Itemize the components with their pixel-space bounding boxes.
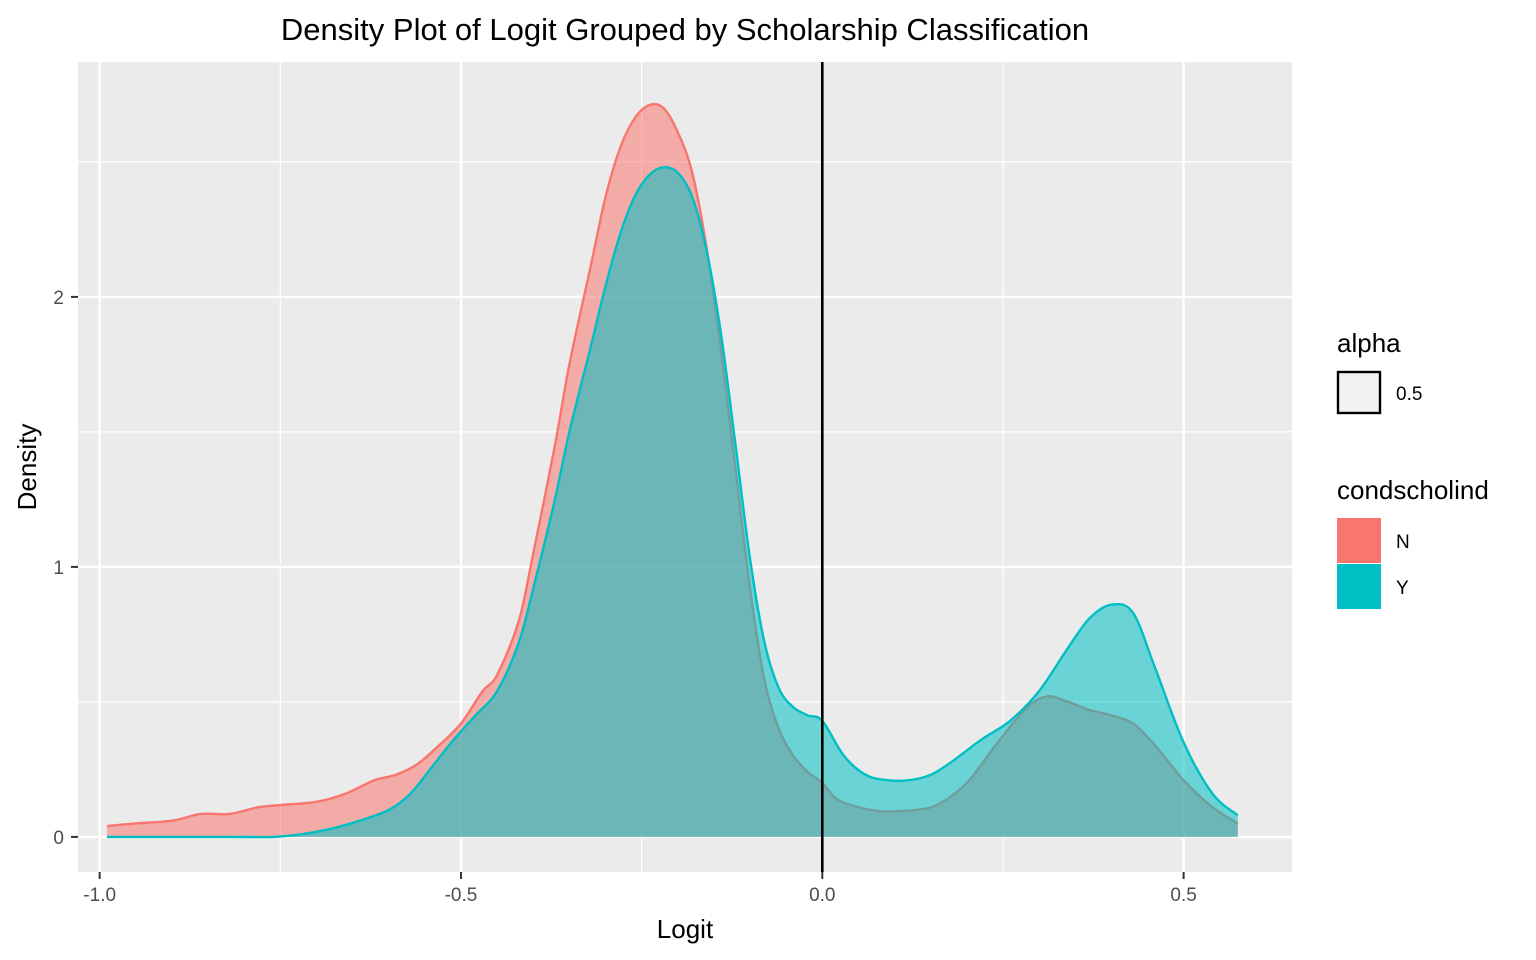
x-tick-label: -1.0 xyxy=(83,885,116,906)
x-tick-label: 0.0 xyxy=(809,885,835,906)
density-area-y xyxy=(106,167,1238,838)
x-tick-label: -0.5 xyxy=(445,885,478,906)
y-tick-label: 0 xyxy=(53,828,64,849)
legend-key-alpha xyxy=(1336,370,1382,415)
legend-title-condscholind: condscholind xyxy=(1337,475,1489,505)
y-axis: 0 1 2 xyxy=(53,288,78,849)
density-series xyxy=(106,102,1239,839)
y-tick-label: 1 xyxy=(53,558,64,579)
density-line-y xyxy=(106,166,1239,839)
chart-title: Density Plot of Logit Grouped by Scholar… xyxy=(281,12,1089,47)
x-tick-label: 0.5 xyxy=(1170,885,1196,906)
x-axis: -1.0 -0.5 0.0 0.5 xyxy=(83,872,1197,906)
legend: alpha 0.5 condscholind N Y xyxy=(1336,328,1489,609)
y-axis-title: Density xyxy=(12,424,42,511)
legend-label-alpha: 0.5 xyxy=(1396,384,1422,405)
y-tick-label: 2 xyxy=(53,288,64,309)
x-axis-title: Logit xyxy=(657,914,714,944)
legend-title-alpha: alpha xyxy=(1337,328,1401,358)
legend-label-n: N xyxy=(1396,532,1410,553)
legend-key-n xyxy=(1337,518,1381,563)
legend-key-y xyxy=(1337,564,1381,609)
legend-label-y: Y xyxy=(1396,578,1409,599)
